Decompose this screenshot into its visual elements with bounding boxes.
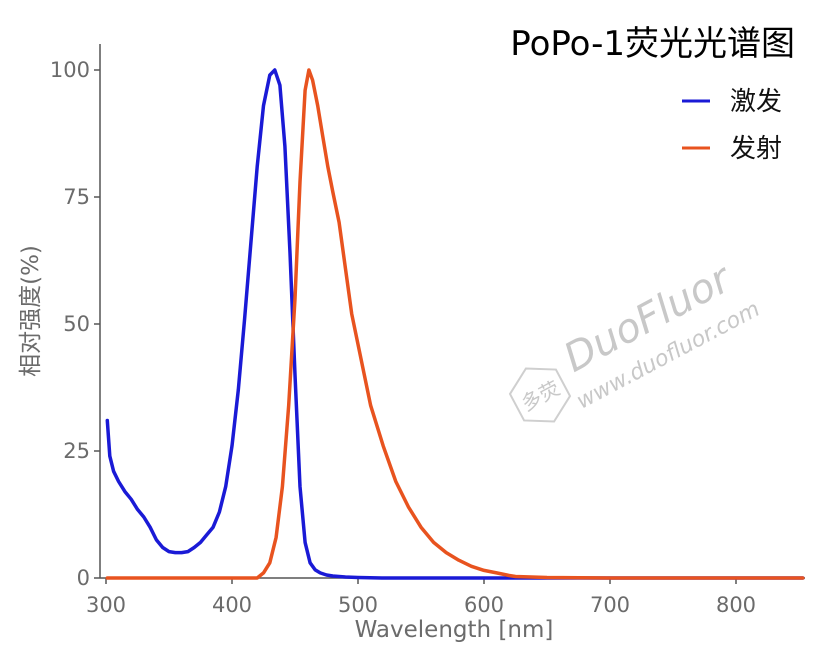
y-tick-label: 100: [50, 58, 90, 82]
y-axis-label: 相对强度(%): [18, 245, 44, 377]
series-line-excitation: [105, 68, 805, 580]
legend: 激发 发射: [682, 87, 782, 164]
y-tick-label: 50: [63, 312, 90, 336]
watermark: 多荧 DuoFluor www.duofluor.com: [508, 255, 764, 423]
watermark-logo: 多荧: [508, 367, 572, 423]
x-tick-label: 400: [212, 593, 252, 617]
x-axis-label: Wavelength [nm]: [355, 617, 554, 643]
x-tick-label: 300: [86, 593, 126, 617]
y-tick-label: 0: [77, 566, 90, 590]
x-tick-label: 700: [590, 593, 630, 617]
x-tick-label: 800: [716, 593, 756, 617]
series-layer: [105, 68, 805, 580]
series-line-emission: [105, 68, 805, 580]
x-ticks: 300 400 500 600 700 800: [86, 578, 756, 617]
x-tick-label: 500: [338, 593, 378, 617]
y-tick-label: 75: [63, 185, 90, 209]
chart-title: PoPo-1荧光光谱图: [510, 24, 795, 64]
watermark-logo-text: 多荧: [517, 376, 564, 416]
y-ticks: 0 25 50 75 100: [50, 58, 100, 590]
x-tick-label: 600: [464, 593, 504, 617]
legend-label-excitation: 激发: [730, 87, 782, 117]
legend-label-emission: 发射: [730, 134, 782, 164]
y-tick-label: 25: [63, 439, 90, 463]
